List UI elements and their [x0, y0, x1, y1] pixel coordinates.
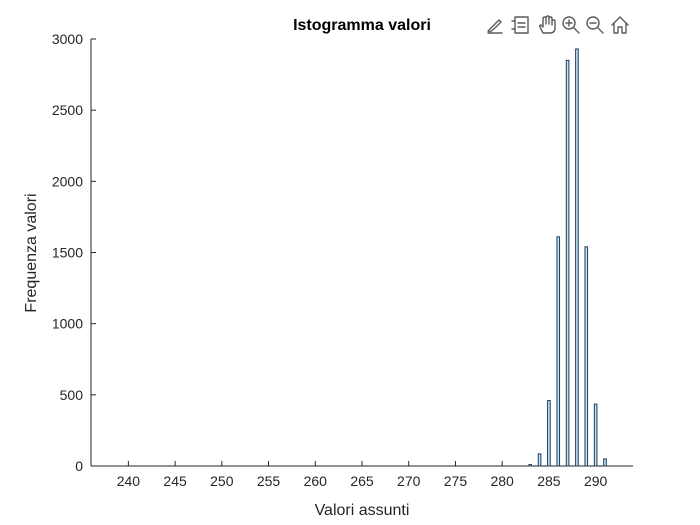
- x-tick-label: 285: [537, 473, 561, 489]
- x-axis-label: Valori assunti: [315, 502, 410, 519]
- histogram-bar: [575, 48, 579, 467]
- histogram-bar: [528, 464, 533, 467]
- y-tick-label: 0: [75, 458, 83, 474]
- x-tick-label: 255: [257, 473, 281, 489]
- y-tick-label: 2000: [52, 173, 83, 189]
- y-tick-label: 1500: [52, 245, 83, 261]
- axes-toolbar: [485, 15, 630, 35]
- y-tick-label: 3000: [52, 31, 83, 47]
- x-tick-label: 280: [490, 473, 514, 489]
- zoom-out-icon[interactable]: [585, 15, 605, 35]
- bars: [528, 48, 607, 467]
- axes: 0 500 1000 1500 2000 2500 3000 240 245 250 255 260 2…: [52, 31, 633, 489]
- x-tick-label: 250: [210, 473, 234, 489]
- x-tick-label: 270: [397, 473, 421, 489]
- x-tick-label: 240: [117, 473, 141, 489]
- histogram-bar: [547, 400, 551, 467]
- x-tick-label: 275: [444, 473, 468, 489]
- y-tick-label: 2500: [52, 102, 83, 118]
- home-icon[interactable]: [610, 15, 630, 35]
- y-tick-label: 1000: [52, 316, 83, 332]
- zoom-in-icon[interactable]: [561, 15, 581, 35]
- data-cursor-icon[interactable]: [511, 15, 531, 35]
- y-axis-label: Frequenza valori: [23, 193, 40, 312]
- histogram-bar: [537, 453, 542, 467]
- hand-icon[interactable]: [537, 15, 557, 35]
- y-tick-label: 500: [60, 387, 84, 403]
- histogram-bar: [565, 59, 570, 467]
- histogram-bar: [556, 236, 561, 467]
- brush-pen-icon[interactable]: [485, 15, 505, 35]
- x-tick-label: 265: [350, 473, 374, 489]
- x-tick-label: 290: [584, 473, 608, 489]
- histogram-bar: [584, 246, 589, 467]
- x-tick-label: 260: [304, 473, 328, 489]
- histogram-bar: [593, 403, 598, 467]
- x-tick-label: 245: [163, 473, 187, 489]
- chart-title: Istogramma valori: [293, 17, 431, 34]
- histogram-bar: [603, 458, 607, 467]
